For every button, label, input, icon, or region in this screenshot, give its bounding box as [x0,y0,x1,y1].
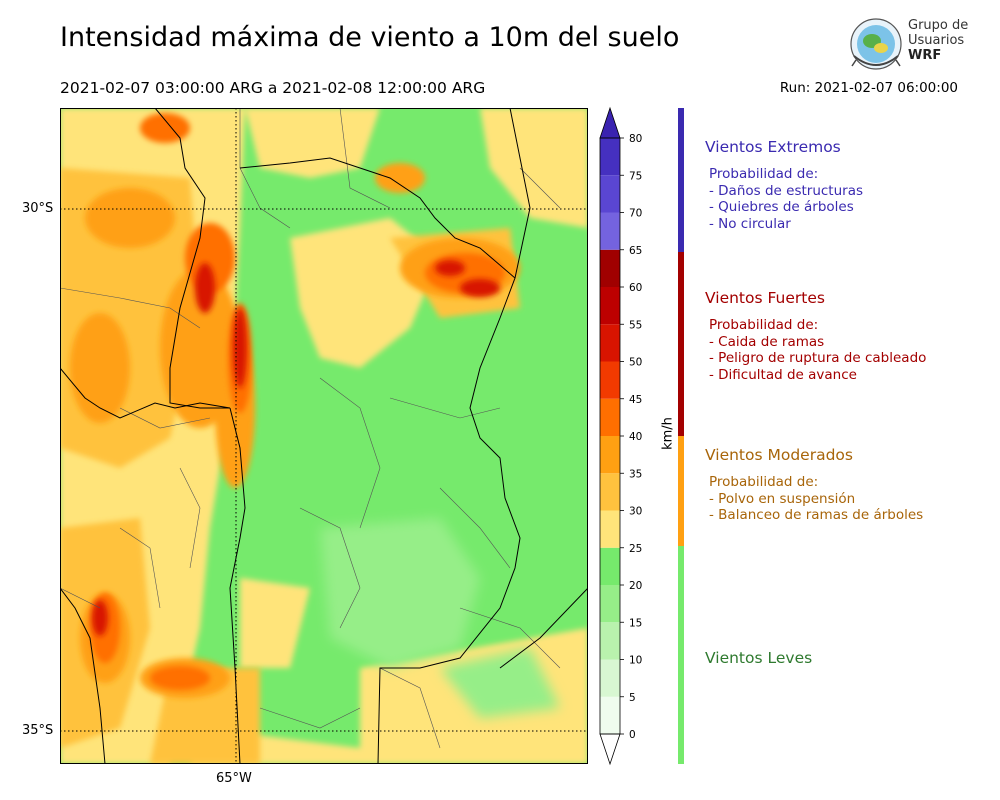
colorbar-tick-label: 80 [629,133,642,145]
colorbar-tick-label: 35 [629,468,642,480]
colorbar-extend-max [599,106,621,139]
category-name: Vientos Fuertes [705,289,825,307]
wind-field [60,108,588,764]
lat-label-30s: 30°S [22,201,54,216]
colorbar-level-0 [600,696,620,734]
colorbar-level-45 [600,361,620,399]
colorbar-tick-label: 15 [629,617,642,629]
colorbar-tick-label: 10 [629,655,642,667]
colorbar-tick-label: 45 [629,394,642,406]
colorbar-tick-label: 60 [629,282,642,294]
category-extremos: Vientos Extremos Probabilidad de: - Daño… [705,138,863,232]
desc-item: - Dificultad de avance [709,366,857,383]
desc-item: - Peligro de ruptura de cableado [709,350,927,366]
category-moderados: Vientos Moderados Probabilidad de: - Pol… [705,446,923,524]
colorbar-tick-label: 20 [629,580,642,592]
colorbar-tick-label: 65 [629,245,642,257]
stripe-fuertes [678,252,684,436]
lon-label-65w: 65°W [216,771,252,786]
colorbar-level-40 [600,398,620,436]
desc-item: - Daños de estructuras [709,182,864,199]
colorbar-level-55 [600,287,620,325]
province-boundaries [60,108,561,749]
stripe-leves [678,546,684,764]
colorbar-level-25 [600,510,620,548]
colorbar-tick-label: 40 [629,431,642,443]
map-title: Intensidad máxima de viento a 10m del su… [60,22,680,53]
grupo-usuarios-wrf-logo: Grupo de Usuarios WRF [848,16,973,74]
logo-line-1: Grupo de [908,18,969,33]
colorbar-tick-label: 55 [629,319,642,331]
desc-item: - Polvo en suspensión [709,490,856,507]
colorbar-extend-min [599,733,621,766]
desc-item: - Caida de ramas [709,333,825,350]
desc-title: Probabilidad de: [709,166,819,182]
logo-line-2: Usuarios [908,33,965,48]
colorbar-tick-label: 30 [629,506,642,518]
colorbar-tick-label: 75 [629,170,642,182]
colorbar-level-20 [600,547,620,585]
run-time: Run: 2021-02-07 06:00:00 [779,80,958,96]
colorbar-level-35 [600,436,620,474]
desc-item: - No circular [709,215,791,232]
desc-item: - Balanceo de ramas de árboles [709,507,924,523]
graticule-lines [60,108,588,764]
category-name: Vientos Moderados [705,446,853,464]
colorbar-unit-label: km/h [660,417,676,450]
desc-item: - Quiebres de árboles [709,199,854,215]
category-name: Vientos Leves [705,649,813,667]
category-name: Vientos Extremos [705,138,841,156]
stripe-moderados [678,436,684,546]
wind-colorbar: 0 5 10 15 20 25 30 35 40 45 50 55 60 65 70 75 80 [599,106,642,766]
category-leves: Vientos Leves [705,649,812,667]
logo-line-3: WRF [908,48,942,63]
category-description: Probabilidad de: - Daños de estructuras … [705,166,863,232]
colorbar-tick-label: 50 [629,357,642,369]
colorbar-level-70 [600,175,620,213]
colorbar-tick-label: 5 [629,692,636,704]
colorbar-level-60 [600,249,620,287]
wind-intensity-map [60,108,588,764]
lat-label-35s: 35°S [22,723,54,738]
globe-logo-icon [850,18,902,70]
stripe-extremos [678,108,684,252]
desc-title: Probabilidad de: [709,474,819,490]
category-fuertes: Vientos Fuertes Probabilidad de: - Caida… [705,289,926,383]
colorbar-level-30 [600,473,620,511]
desc-title: Probabilidad de: [709,317,819,333]
map-frame [60,108,588,764]
colorbar-level-10 [600,622,620,660]
colorbar-level-50 [600,324,620,362]
category-description: Probabilidad de: - Caida de ramas - Peli… [705,317,926,383]
category-description: Probabilidad de: - Polvo en suspensión -… [705,474,923,524]
colorbar-level-5 [600,659,620,697]
colorbar-level-75 [600,138,620,176]
colorbar-tick-label: 70 [629,208,642,220]
colorbar-tick-label: 25 [629,543,642,555]
colorbar-level-15 [600,585,620,623]
colorbar-level-65 [600,212,620,250]
valid-period: 2021-02-07 03:00:00 ARG a 2021-02-08 12:… [60,79,486,97]
colorbar-tick-label: 0 [629,729,636,741]
country-boundaries [60,108,588,764]
